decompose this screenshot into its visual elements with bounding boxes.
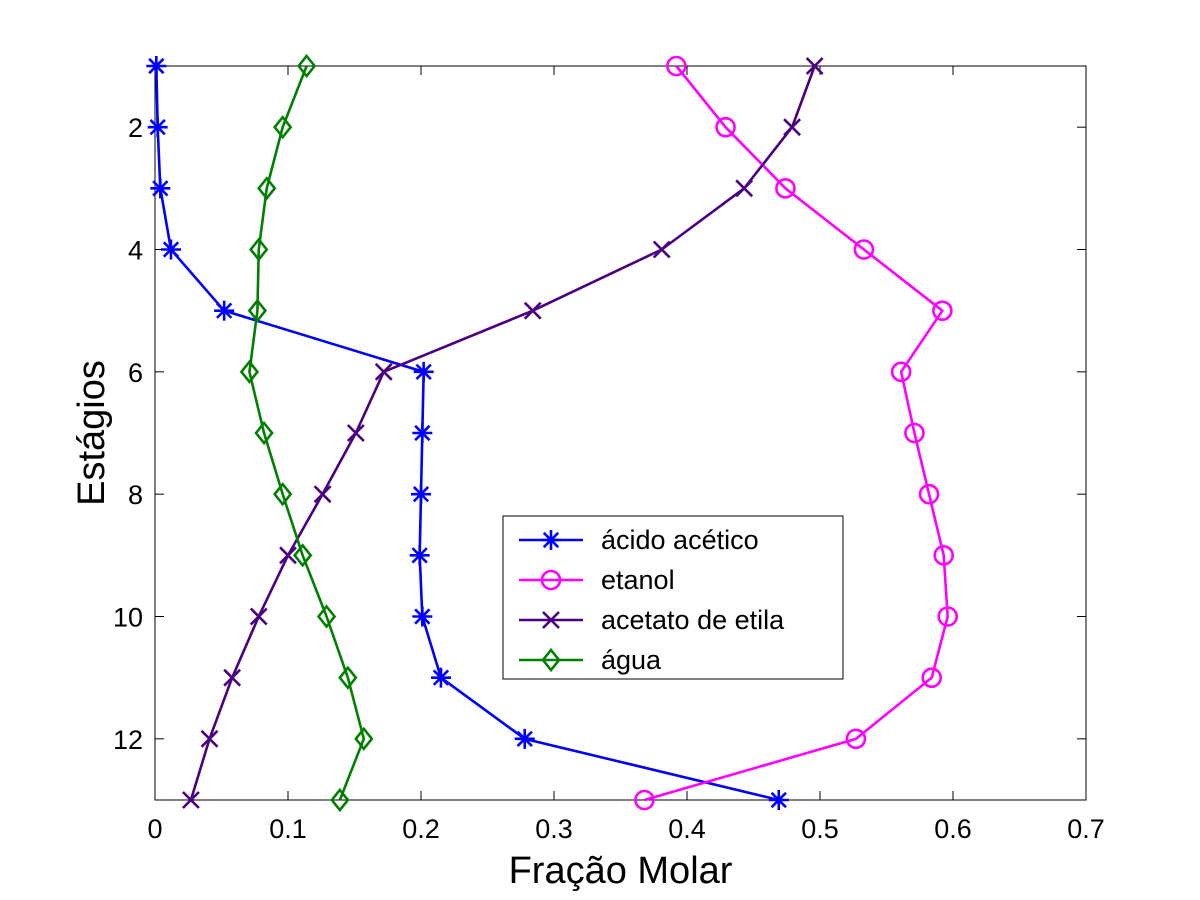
series-1-point [666, 55, 687, 77]
series-2-point [735, 179, 754, 198]
x-tick-label: 0.4 [668, 814, 706, 844]
series-3-point [254, 420, 274, 446]
series-1-point [918, 483, 940, 505]
series-1-point [890, 361, 912, 383]
series-2-point [783, 118, 801, 137]
series-0-point [146, 56, 167, 76]
series-2-point [313, 485, 332, 504]
series-3-point [354, 726, 374, 751]
series-2-point [279, 546, 297, 565]
legend-swatch-marker [541, 530, 561, 550]
legend-swatch-marker [541, 647, 561, 673]
series-group [146, 53, 958, 813]
legend-item: acetato de etila [519, 605, 785, 635]
y-tick-label: 2 [128, 113, 143, 143]
series-1-point [937, 606, 958, 627]
series-1-point [933, 545, 954, 566]
series-2-point [200, 729, 219, 748]
series-3-point [330, 787, 350, 813]
series-2-point [223, 668, 242, 687]
x-tick-label: 0.2 [402, 814, 440, 844]
series-3-point [239, 359, 260, 384]
series-1-point [715, 116, 736, 138]
series-1-point [634, 789, 655, 811]
legend-swatch-marker [542, 611, 560, 629]
y-tick-label: 8 [128, 480, 143, 510]
series-3-point [292, 543, 313, 568]
series-3-point [247, 298, 268, 323]
series-3-point [316, 604, 337, 629]
series-2-point [249, 607, 268, 626]
series-0-point [412, 606, 433, 627]
series-0-point [409, 545, 430, 566]
y-tick-label: 6 [128, 358, 143, 388]
series-0-point [514, 728, 535, 749]
series-1-point [904, 422, 925, 444]
series-3-point [273, 482, 293, 507]
series-2-point [523, 301, 542, 320]
series-2-point [652, 240, 671, 259]
plot-area [154, 65, 1087, 801]
series-3-line [248, 65, 366, 801]
legend-box [502, 515, 844, 680]
series-0-point [160, 239, 181, 260]
legend-swatch-marker [540, 569, 562, 591]
y-tick-label: 10 [113, 603, 143, 633]
series-0-point [147, 117, 168, 138]
y-tick-label: 12 [113, 725, 143, 755]
series-3-point [249, 237, 269, 262]
x-tick-label: 0 [147, 814, 162, 844]
legend-item: ácido acético [519, 525, 759, 555]
series-0-point [430, 667, 451, 688]
series-2-point [805, 57, 824, 75]
x-tick-label: 0.3 [535, 814, 573, 844]
ticks: 0 0.1 0.2 0.3 0.4 0.5 0.6 0.7 2 4 6 8 10 12 [113, 66, 1105, 844]
series-0-point [214, 300, 235, 321]
series-0-point [412, 423, 433, 443]
x-tick-label: 0.7 [1067, 814, 1105, 844]
series-1-point [853, 239, 875, 260]
series-3-point [257, 176, 277, 201]
legend-label: água [601, 645, 662, 675]
series-3-point [273, 115, 293, 140]
series-0-point [411, 484, 431, 505]
series-3-point [338, 665, 358, 690]
series-1-point [845, 728, 867, 750]
series-1-point [932, 300, 953, 321]
series-0-point [413, 361, 434, 382]
series-0-point [768, 790, 789, 810]
legend-label: acetato de etila [601, 605, 785, 635]
series-1-point [921, 667, 943, 688]
x-tick-label: 0.6 [934, 814, 972, 844]
series-2-point [374, 362, 393, 381]
legend-label: ácido acético [601, 525, 759, 555]
series-1-line [644, 65, 949, 802]
legend: ácido acético etanol acetato de etila água [502, 515, 844, 680]
x-axis-label: Fração Molar [509, 850, 733, 892]
series-1-point [775, 178, 796, 199]
series-2-point [346, 424, 365, 442]
legend-item: água [519, 645, 662, 675]
series-2-point [181, 791, 200, 809]
legend-label: etanol [601, 565, 675, 595]
legend-item: etanol [519, 565, 675, 595]
series-3-point [296, 53, 317, 79]
series-0-point [150, 178, 171, 199]
x-tick-label: 0.1 [269, 814, 307, 844]
y-axis-label: Estágios [71, 360, 113, 506]
y-tick-label: 4 [128, 236, 143, 266]
x-tick-label: 0.5 [801, 814, 839, 844]
